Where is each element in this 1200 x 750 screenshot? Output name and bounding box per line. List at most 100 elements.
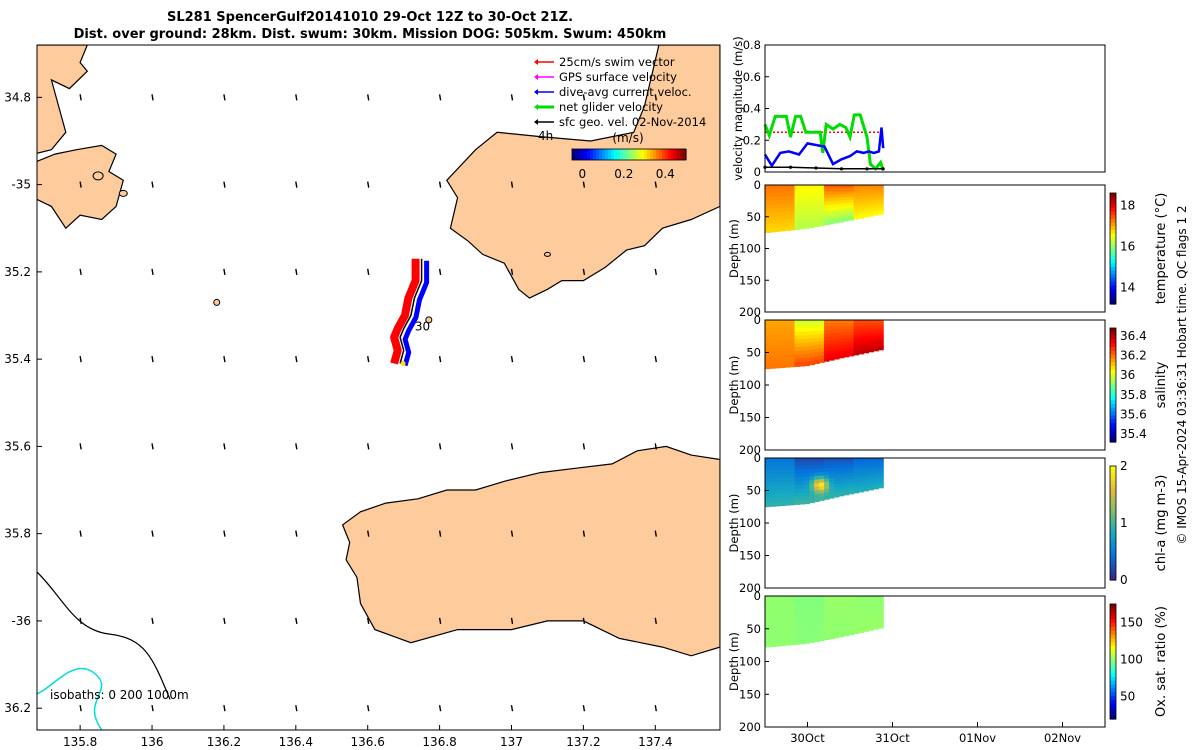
isobath-200m <box>37 667 103 730</box>
section-cell <box>868 624 874 628</box>
section-cell <box>878 329 884 333</box>
section-cell <box>838 194 845 198</box>
section-cell <box>774 501 781 507</box>
section-cell <box>765 332 771 337</box>
section-cell <box>838 492 845 497</box>
section-cell <box>784 203 791 209</box>
map-colorbar-cell <box>572 149 576 160</box>
map-colorbar-cell <box>677 149 681 160</box>
section-cell <box>779 215 786 220</box>
section-cell <box>878 467 884 471</box>
section-cell <box>878 339 884 343</box>
section-colorbar-cell <box>1110 331 1116 337</box>
section-cell <box>878 197 884 201</box>
section-cell <box>878 606 884 610</box>
section-cell <box>765 494 771 500</box>
section-cell <box>774 219 781 225</box>
section-cell <box>843 599 850 604</box>
section-cell <box>843 320 850 324</box>
section-colorbar-cell <box>1110 434 1116 439</box>
section-cell <box>863 482 869 486</box>
section-cell <box>789 362 796 368</box>
sfc-geo-vector <box>510 443 514 450</box>
section-cell <box>838 616 845 621</box>
section-cell <box>819 596 825 601</box>
section-cell <box>779 323 786 329</box>
section-cell <box>833 461 840 466</box>
section-cell <box>824 495 830 500</box>
section-cell <box>819 465 825 470</box>
section-cell <box>804 203 810 208</box>
section-cell <box>833 339 840 344</box>
section-colorbar-cell <box>1110 634 1116 640</box>
section-cell <box>809 345 815 351</box>
map-x-tick-label: 136.6 <box>351 735 385 749</box>
section-cell <box>765 600 771 606</box>
section-colorbar-cell <box>1110 611 1116 617</box>
section-cell <box>853 472 860 476</box>
legend-label: sfc geo. vel. 02-Nov-2014 <box>559 115 706 129</box>
section-cell <box>789 600 796 605</box>
section-cell <box>784 347 791 352</box>
section-cell <box>863 471 869 475</box>
section-colorbar-cell <box>1110 699 1116 705</box>
section-cell <box>819 636 825 642</box>
section-cell <box>809 199 815 204</box>
section-cell <box>794 473 801 478</box>
section-cell <box>765 462 771 467</box>
section-cell <box>848 602 855 607</box>
section-cell <box>799 477 805 482</box>
section-cell <box>809 192 815 197</box>
small-island-4 <box>543 251 551 257</box>
section-cell <box>779 641 786 647</box>
section-cell <box>848 605 855 610</box>
section-cell <box>848 337 855 342</box>
section-cell <box>814 497 820 502</box>
section-cell <box>784 501 791 506</box>
section-cell <box>853 322 860 327</box>
section-cell <box>779 493 786 499</box>
section-cell <box>838 348 845 353</box>
sfc-geo-vector <box>510 356 514 363</box>
section-cell <box>838 461 845 465</box>
section-cell <box>824 198 830 203</box>
section-cell <box>873 601 879 605</box>
section-cell <box>819 618 825 623</box>
section-cell <box>868 190 874 194</box>
section-cell <box>843 632 850 637</box>
swim-vectors <box>390 258 420 365</box>
section-cell <box>765 344 771 349</box>
map-colorbar-cell <box>671 149 675 160</box>
section-cell <box>769 196 776 202</box>
section-cell <box>838 206 845 211</box>
section-cell <box>863 325 869 329</box>
section-colorbar-cell <box>1110 657 1116 663</box>
section-cell <box>804 195 810 201</box>
sfc-geo-vector <box>438 530 442 537</box>
section-cell <box>878 320 884 324</box>
section-cell <box>784 640 791 646</box>
section-cell <box>784 600 791 605</box>
section-cell <box>765 208 771 214</box>
section-cell <box>824 492 830 497</box>
section-cell <box>784 222 791 228</box>
section-cell <box>774 469 781 475</box>
section-cell <box>863 350 869 354</box>
section-cell <box>858 322 865 327</box>
section-cell <box>794 461 801 467</box>
section-cell <box>848 322 855 327</box>
section-cell <box>809 209 815 214</box>
section-cell <box>819 215 825 220</box>
section-colorbar-cell <box>1110 407 1116 413</box>
section-colorbar-cell <box>1110 218 1116 224</box>
section-cell <box>814 607 820 612</box>
section-cell <box>838 486 845 491</box>
map-y-tick-label: -35 <box>11 178 31 192</box>
section-cell <box>789 624 796 629</box>
section-cell <box>868 613 874 617</box>
section-cell <box>789 596 796 601</box>
section-cell <box>819 188 825 193</box>
section-cell <box>774 477 781 483</box>
section-cell <box>804 206 810 211</box>
section-cell <box>878 347 884 351</box>
